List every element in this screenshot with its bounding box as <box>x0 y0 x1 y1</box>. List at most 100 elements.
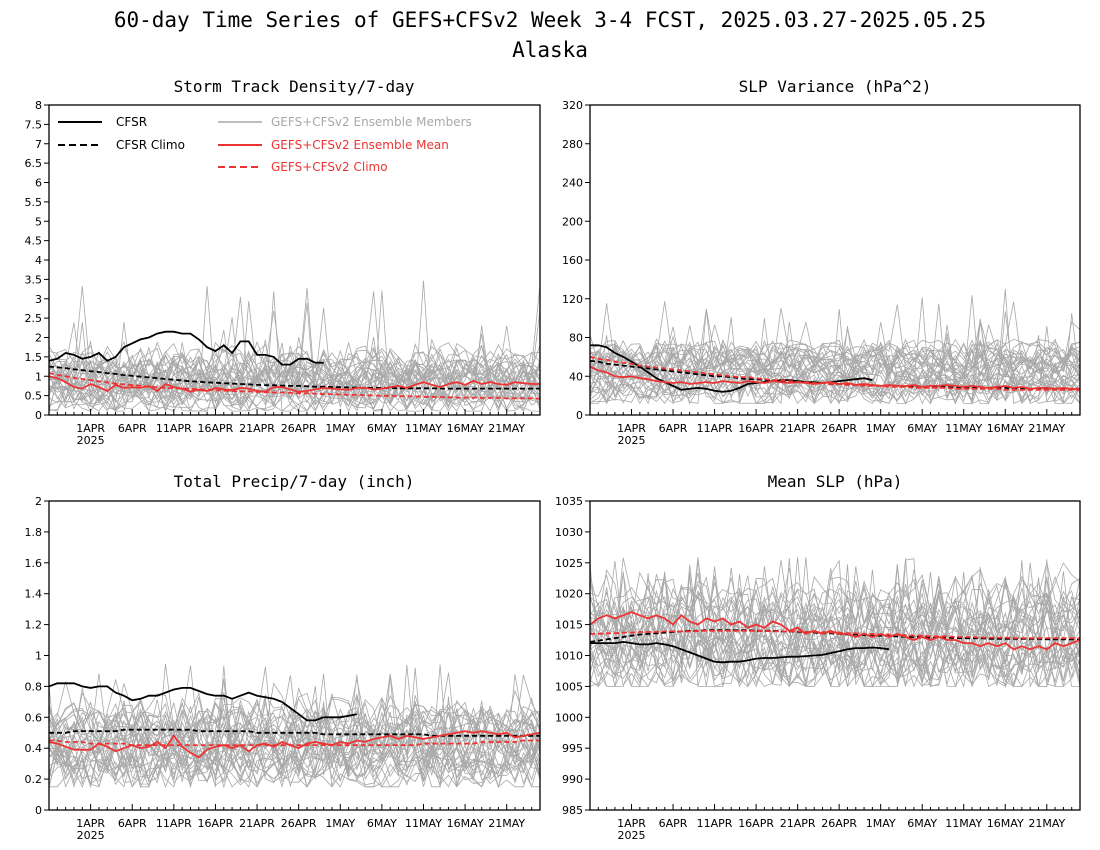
x-tick-label: 16MAY <box>447 422 484 435</box>
y-tick-label: 280 <box>562 138 583 151</box>
y-tick-label: 0 <box>35 804 42 817</box>
y-tick-label: 1020 <box>555 588 583 601</box>
ensemble-member-line <box>590 329 1080 372</box>
x-tick-label: 1MAY <box>325 422 355 435</box>
slp-variance-title: SLP Variance (hPa^2) <box>739 77 932 96</box>
y-tick-label: 5.5 <box>25 196 43 209</box>
x-tick-label: 21MAY <box>488 817 525 830</box>
mean-slp-plot-area <box>590 557 1080 688</box>
y-tick-label: 0.8 <box>25 680 43 693</box>
x-tick-label: 6MAY <box>367 817 397 830</box>
x-tick-label: 16MAY <box>987 817 1024 830</box>
y-tick-label: 1030 <box>555 526 583 539</box>
ensemble-member-line <box>590 326 1080 393</box>
legend-cfsr-climo-label: CFSR Climo <box>116 138 185 152</box>
x-tick-label: 16APR <box>738 422 774 435</box>
y-tick-label: 2 <box>35 332 42 345</box>
x-tick-label: 1APR <box>617 817 646 830</box>
ensemble-member-line <box>49 747 540 789</box>
ensemble-member-line <box>590 571 1080 688</box>
legend-ens-climo-label: GEFS+CFSv2 Climo <box>271 160 388 174</box>
x-tick-label: 11MAY <box>945 422 982 435</box>
x-tick-label: 11APR <box>697 422 733 435</box>
ensemble-member-line <box>590 350 1080 384</box>
x-tick-label: 16APR <box>198 422 234 435</box>
ensemble-member-line <box>590 574 1080 632</box>
ensemble-member-line <box>49 692 540 741</box>
x-tick-label: 21APR <box>239 422 275 435</box>
y-tick-label: 200 <box>562 215 583 228</box>
total-precip-plot-area <box>49 663 540 789</box>
x-tick-label: 21APR <box>239 817 275 830</box>
total-precip-panel: Total Precip/7-day (inch) 0 0.2 0.4 0.6 0.8 1… <box>25 472 541 842</box>
ensemble-member-line <box>49 346 540 388</box>
x-year-label: 2025 <box>77 829 105 842</box>
y-tick-label: 5 <box>35 215 42 228</box>
x-tick-label: 16APR <box>738 817 774 830</box>
x-tick-label: 11APR <box>697 817 733 830</box>
y-tick-label: 0.6 <box>25 711 43 724</box>
ensemble-member-line <box>590 562 1080 630</box>
ensemble-member-line <box>49 683 540 747</box>
figure-title: 60-day Time Series of GEFS+CFSv2 Week 3-… <box>114 8 986 32</box>
y-tick-label: 0.4 <box>25 742 43 755</box>
ensemble-member-line <box>49 286 540 409</box>
x-year-label: 2025 <box>77 434 105 447</box>
ensemble-member-line <box>590 579 1080 650</box>
ensemble-member-line <box>49 738 540 786</box>
y-tick-label: 6 <box>35 177 42 190</box>
storm-track-density-plot-area <box>49 280 540 413</box>
storm-track-density-series-cfsr-climo <box>49 365 540 390</box>
ensemble-member-line <box>590 346 1080 379</box>
x-tick-label: 26APR <box>281 422 317 435</box>
total-precip-series-cfsr <box>49 682 358 722</box>
ensemble-member-line <box>49 337 540 396</box>
legend-members-label: GEFS+CFSv2 Ensemble Members <box>271 115 472 129</box>
y-tick-label: 985 <box>562 804 583 817</box>
y-tick-label: 1010 <box>555 650 583 663</box>
x-tick-label: 1APR <box>617 422 646 435</box>
ensemble-member-line <box>590 563 1080 670</box>
y-tick-label: 1 <box>35 370 42 383</box>
slp-variance-y-axis: 0 40 80 120 160 200 240 280 320 <box>562 99 590 422</box>
x-tick-label: 1APR <box>76 817 105 830</box>
ensemble-member-line <box>49 697 540 786</box>
mean-slp-panel: Mean SLP (hPa) 985 990 995 1000 1005 1010 1015… <box>555 472 1081 842</box>
ensemble-member-line <box>49 280 540 412</box>
y-tick-label: 0 <box>576 409 583 422</box>
y-tick-label: 240 <box>562 177 583 190</box>
x-tick-label: 1MAY <box>866 422 896 435</box>
x-year-label: 2025 <box>618 434 646 447</box>
ensemble-member-line <box>590 309 1080 405</box>
x-tick-label: 11MAY <box>945 817 982 830</box>
y-tick-label: 1000 <box>555 711 583 724</box>
ensemble-member-line <box>590 558 1080 688</box>
mean-slp-series-cfsr <box>590 640 890 664</box>
ensemble-member-line <box>590 322 1080 380</box>
x-tick-label: 6APR <box>118 422 147 435</box>
ensemble-member-line <box>49 701 540 750</box>
y-tick-label: 1.2 <box>25 619 43 632</box>
x-tick-label: 11MAY <box>405 817 442 830</box>
y-tick-label: 1.8 <box>25 526 43 539</box>
y-tick-label: 1.6 <box>25 557 43 570</box>
ensemble-member-line <box>590 304 1080 374</box>
x-tick-label: 21APR <box>780 422 816 435</box>
y-tick-label: 0.2 <box>25 773 43 786</box>
slp-variance-series-gefs-cfsv2-climo <box>590 356 1080 391</box>
ensemble-member-line <box>590 563 1080 688</box>
ensemble-member-line <box>49 691 540 789</box>
ensemble-member-line <box>49 380 540 412</box>
total-precip-series-gefs-cfsv2-climo <box>49 739 540 746</box>
y-tick-label: 995 <box>562 742 583 755</box>
mean-slp-x-axis: 1APR 6APR 11APR 16APR 21APR 26APR 1MAY 6MAY 11MA… <box>597 804 1073 842</box>
storm-track-density-y-axis: 0 0.5 1 1.5 2 2.5 3 3.5 4 4.5 5 5.5 6 6.5 7 7.5 8 <box>25 99 49 422</box>
y-tick-label: 1005 <box>555 680 583 693</box>
y-tick-label: 6.5 <box>25 157 43 170</box>
ensemble-member-line <box>49 716 540 760</box>
y-tick-label: 7 <box>35 138 42 151</box>
figure-subtitle: Alaska <box>512 38 588 62</box>
ensemble-member-line <box>49 665 540 789</box>
y-tick-label: 320 <box>562 99 583 112</box>
